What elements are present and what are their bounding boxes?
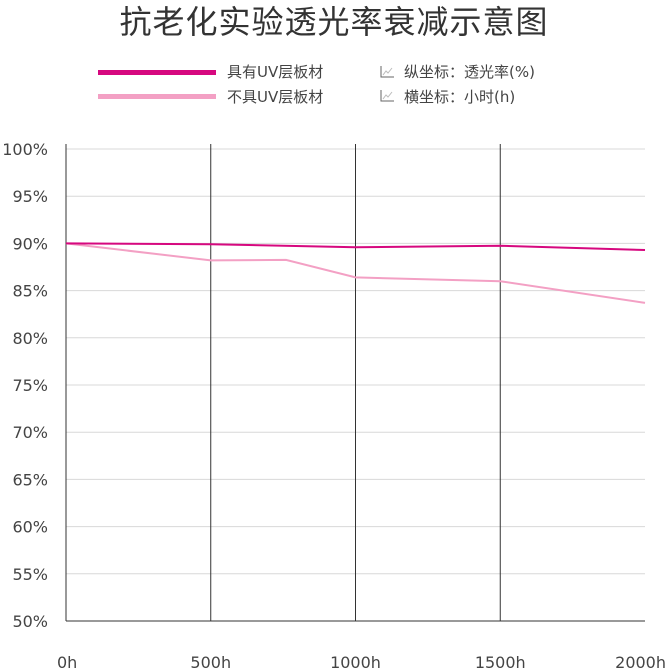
legend-swatch-without-uv: [98, 94, 216, 99]
chart-title: 抗老化实验透光率衰减示意图: [119, 3, 549, 41]
line-chart-icon: [380, 90, 394, 102]
line-chart-icon: [380, 66, 394, 78]
y-tick-label: 75%: [12, 376, 48, 395]
y-tick-label: 95%: [12, 187, 48, 206]
y-tick-label: 90%: [12, 234, 48, 253]
y-tick-label: 85%: [12, 282, 48, 301]
y-tick-label: 65%: [12, 470, 48, 489]
y-tick-label: 50%: [12, 612, 48, 631]
y-tick-label: 80%: [12, 329, 48, 348]
series-line-without-uv: [65, 242, 646, 304]
legend-label-with-uv: 具有UV层板材: [227, 63, 324, 81]
x-tick-label: 0h: [57, 653, 77, 669]
y-tick-label: 55%: [12, 565, 48, 584]
x-tick-label: 500h: [190, 653, 231, 669]
legend-label-without-uv: 不具UV层板材: [227, 88, 324, 106]
x-tick-label: 1500h: [475, 653, 526, 669]
x-tick-label: 2000h: [615, 653, 666, 669]
x-tick-label: 1000h: [330, 653, 381, 669]
legend-swatch-with-uv: [98, 70, 216, 75]
y-tick-label: 60%: [12, 518, 48, 537]
x-axis-note: 横坐标：小时(h): [404, 88, 516, 106]
y-tick-label: 100%: [2, 140, 48, 159]
y-axis-note: 纵坐标：透光率(%): [404, 63, 535, 81]
series-line-with-uv: [65, 242, 646, 251]
y-tick-label: 70%: [12, 423, 48, 442]
